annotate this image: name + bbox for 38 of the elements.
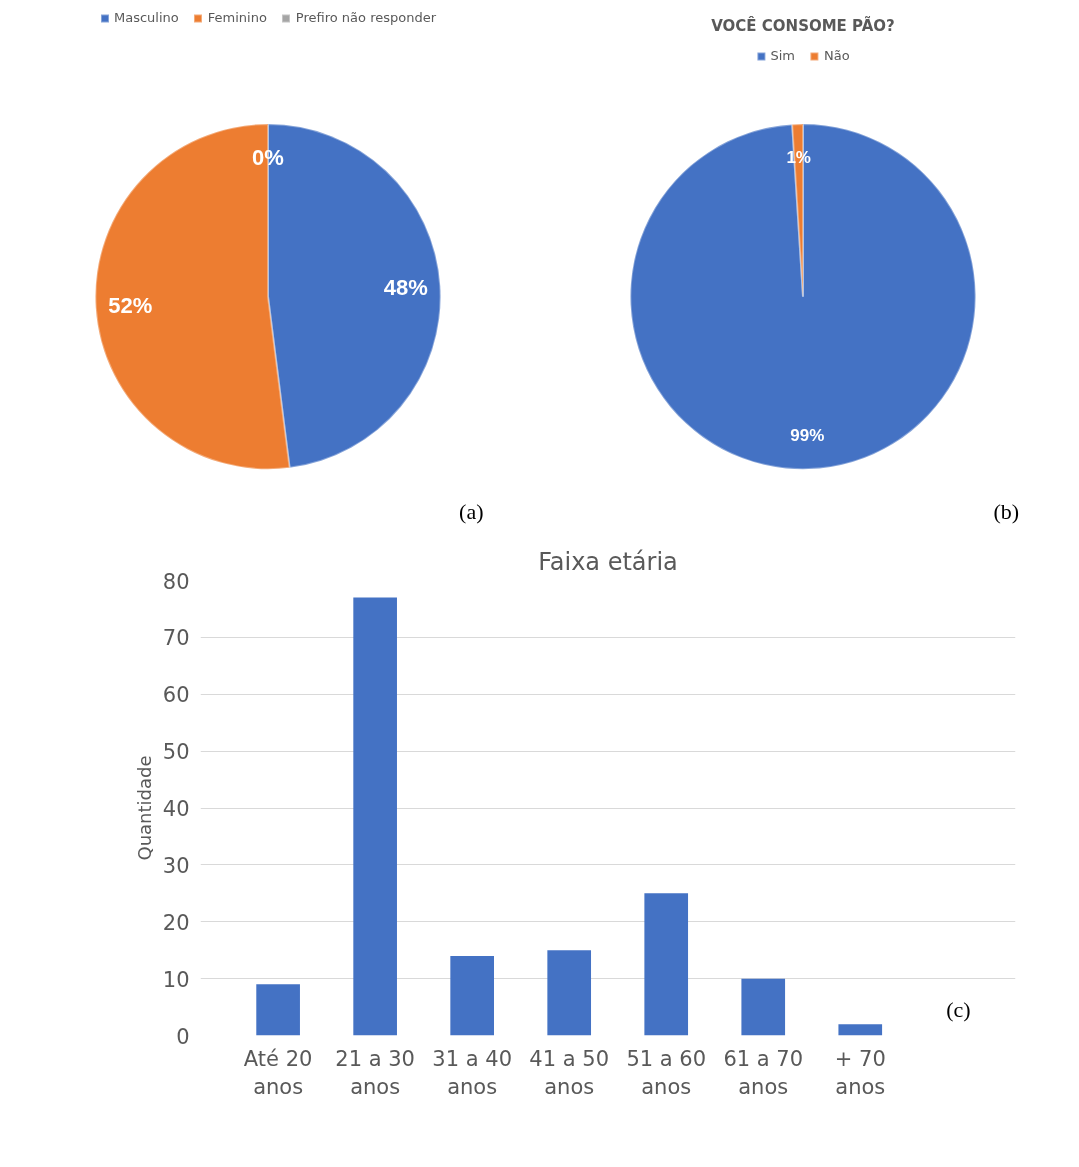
data-label: 48% — [383, 275, 428, 301]
legend-label: Não — [823, 48, 850, 63]
bar — [547, 950, 592, 1036]
legend-label: Feminino — [207, 10, 267, 25]
y-tick-label: 0 — [176, 1024, 190, 1049]
legend-label: Sim — [770, 48, 795, 63]
x-tick-label: 51 a 60 anos — [626, 1046, 707, 1100]
text: 0% — [252, 144, 284, 170]
x-tick-label: 31 a 40 anos — [432, 1046, 513, 1100]
x-tick-label: Até 20 anos — [243, 1046, 313, 1100]
x-tick-label: 21 a 30 anos — [335, 1046, 415, 1100]
chart-title: VOCÊ CONSOME PÃO? — [711, 16, 895, 36]
text: (a) — [459, 499, 484, 525]
bar — [353, 597, 397, 1036]
data-label: 52% — [108, 292, 153, 318]
data-label: 99% — [790, 426, 825, 446]
y-tick-label: 60 — [162, 683, 190, 708]
bar — [644, 893, 689, 1036]
bar — [741, 978, 786, 1036]
text: (b) — [993, 499, 1020, 525]
y-tick-label: 20 — [162, 910, 190, 935]
bar — [838, 1024, 883, 1036]
chart-title: Faixa etária — [538, 547, 678, 576]
legend-label: Masculino — [113, 10, 179, 25]
y-axis-title: Quantidade — [133, 755, 155, 861]
y-tick-label: 80 — [162, 569, 190, 594]
legend-label: Prefiro não responder — [295, 10, 437, 25]
y-tick-label: 50 — [162, 740, 190, 765]
bar — [450, 955, 494, 1036]
x-tick-label: 41 a 50 anos — [529, 1046, 610, 1100]
x-tick-label: + 70 anos — [834, 1046, 886, 1100]
bar — [256, 984, 300, 1036]
text: (c) — [946, 996, 971, 1022]
y-tick-label: 40 — [162, 797, 190, 821]
y-tick-label: 30 — [162, 853, 190, 878]
y-tick-label: 70 — [162, 626, 190, 651]
y-tick-label: 10 — [162, 967, 190, 992]
x-tick-label: 61 a 70 anos — [723, 1046, 804, 1100]
